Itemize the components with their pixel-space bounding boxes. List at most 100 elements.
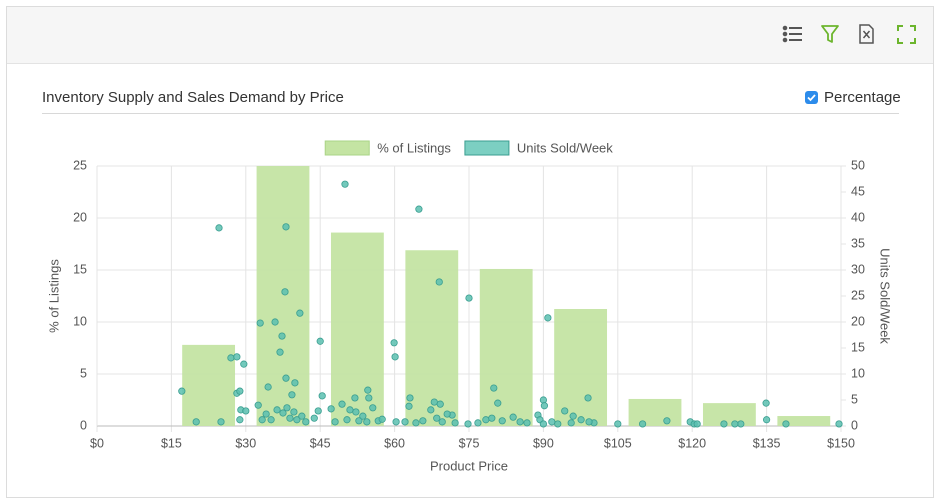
x-axis-label: Product Price	[430, 458, 508, 473]
legend-swatch	[324, 140, 370, 156]
scatter-point	[430, 398, 438, 406]
scatter-point	[278, 332, 286, 340]
scatter-point	[693, 420, 701, 428]
scatter-point	[494, 399, 502, 407]
x-tick-label: $60	[384, 436, 405, 450]
y2-tick-label: 10	[851, 366, 865, 380]
scatter-point	[316, 337, 324, 345]
scatter-point	[406, 394, 414, 402]
widget-panel: Inventory Supply and Sales Demand by Pri…	[6, 6, 934, 498]
y2-tick-label: 40	[851, 210, 865, 224]
x-tick-label: $0	[90, 436, 104, 450]
scatter-point	[516, 418, 524, 426]
y2-tick-label: 20	[851, 314, 865, 328]
scatter-point	[364, 386, 372, 394]
scatter-point	[338, 400, 346, 408]
scatter-point	[762, 399, 770, 407]
legend: % of Listings Units Sold/Week	[324, 140, 613, 156]
y2-tick-label: 30	[851, 262, 865, 276]
y2-axis-label: Units Sold/Week	[878, 248, 893, 344]
x-tick-label: $150	[827, 436, 855, 450]
y2-tick-label: 45	[851, 184, 865, 198]
chart-title: Inventory Supply and Sales Demand by Pri…	[42, 89, 344, 106]
scatter-point	[569, 412, 577, 420]
scatter-point	[217, 418, 225, 426]
scatter-point	[567, 419, 575, 427]
scatter-point	[215, 224, 223, 232]
fullscreen-icon[interactable]	[897, 25, 916, 44]
scatter-point	[585, 418, 593, 426]
legend-label: % of Listings	[377, 140, 451, 155]
scatter-point	[264, 383, 272, 391]
scatter-point	[427, 406, 435, 414]
scatter-point	[288, 391, 296, 399]
scatter-point	[438, 418, 446, 426]
scatter-point	[351, 394, 359, 402]
scatter-point	[341, 180, 349, 188]
title-divider	[42, 113, 899, 114]
scatter-point	[262, 410, 270, 418]
list-icon[interactable]	[782, 25, 802, 43]
bar	[554, 309, 608, 426]
toolbar	[7, 7, 933, 64]
y2-tick-label: 15	[851, 340, 865, 354]
scatter-point	[523, 419, 531, 427]
x-tick-label: $120	[678, 436, 706, 450]
scatter-point	[318, 392, 326, 400]
scatter-point	[327, 405, 335, 413]
filter-icon[interactable]	[821, 25, 839, 43]
x-tick-label: $30	[235, 436, 256, 450]
scatter-point	[258, 416, 266, 424]
scatter-point	[433, 414, 441, 422]
y-tick-label: 20	[73, 210, 87, 224]
scatter-point	[482, 416, 490, 424]
scatter-point	[488, 414, 496, 422]
scatter-point	[391, 353, 399, 361]
bar	[256, 166, 310, 426]
x-tick-label: $105	[604, 436, 632, 450]
y2-tick-label: 50	[851, 158, 865, 172]
scatter-point	[240, 360, 248, 368]
scatter-point	[405, 402, 413, 410]
scatter-point	[365, 394, 373, 402]
bar	[628, 398, 682, 426]
scatter-point	[254, 401, 262, 409]
scatter-point	[539, 420, 548, 428]
bar	[182, 344, 236, 426]
scatter-point	[314, 407, 322, 415]
x-tick-label: $135	[753, 436, 781, 450]
bar	[777, 416, 831, 426]
scatter-point	[236, 387, 244, 395]
percentage-checkbox[interactable]	[805, 91, 818, 104]
excel-icon[interactable]	[859, 24, 874, 44]
y2-tick-label: 35	[851, 236, 865, 250]
scatter-point	[392, 418, 400, 426]
scatter-point	[544, 314, 552, 322]
scatter-point	[281, 288, 289, 296]
x-tick-label: $75	[459, 436, 480, 450]
scatter-point	[554, 420, 562, 428]
scatter-point	[737, 420, 745, 428]
scatter-point	[276, 348, 284, 356]
scatter-point	[498, 417, 506, 425]
y2-tick-label: 25	[851, 288, 865, 302]
scatter-point	[279, 409, 287, 417]
y2-tick-label: 5	[851, 392, 858, 406]
scatter-point	[267, 416, 275, 424]
scatter-point	[331, 418, 339, 426]
scatter-point	[474, 419, 482, 427]
bar	[405, 250, 459, 426]
scatter-point	[762, 416, 771, 424]
scatter-point	[283, 404, 291, 412]
scatter-point	[451, 419, 459, 427]
scatter-point	[663, 417, 671, 425]
scatter-point	[378, 415, 386, 423]
percentage-label[interactable]: Percentage	[824, 89, 901, 106]
scatter-point	[465, 294, 473, 302]
y-axis-label: % of Listings	[46, 259, 61, 333]
scatter-point	[227, 354, 235, 362]
bar	[330, 232, 384, 426]
scatter-point	[731, 420, 739, 428]
